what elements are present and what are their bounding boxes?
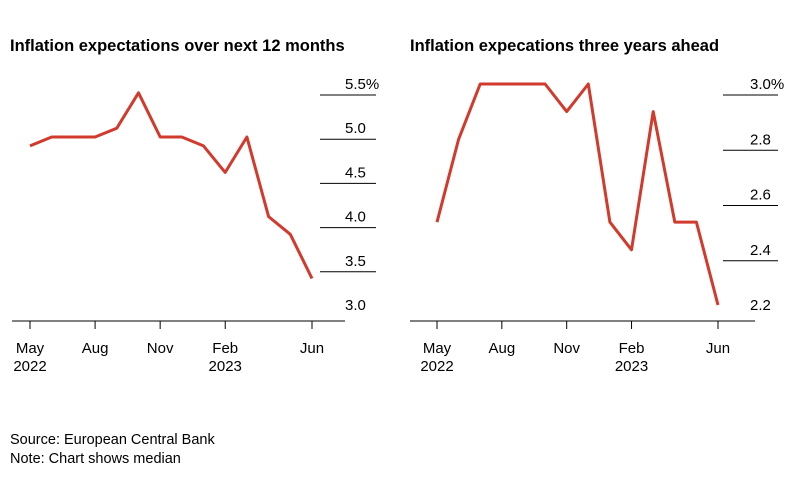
chart-footer: Source: European Central Bank Note: Char… <box>10 431 215 469</box>
x-tick-label: May <box>16 340 45 357</box>
y-tick-label: 2.2 <box>750 297 771 314</box>
x-tick-label: Nov <box>553 340 580 357</box>
x-tick-label: Nov <box>147 340 174 357</box>
y-tick-label: 2.6 <box>750 187 771 204</box>
y-tick-label: 4.5 <box>345 164 366 181</box>
y-tick-label: 5.0 <box>345 120 366 137</box>
y-tick-label: 2.8 <box>750 131 771 148</box>
chart-note: Note: Chart shows median <box>10 451 181 467</box>
y-tick-label: 3.0 <box>345 297 366 314</box>
x-tick-label: Feb <box>619 340 645 357</box>
chart-title: Inflation expectations over next 12 mont… <box>10 37 345 55</box>
y-tick-label: 3.5 <box>345 253 366 270</box>
x-tick-label: Jun <box>300 340 324 357</box>
x-tick-label: Aug <box>488 340 515 357</box>
chart-title: Inflation expecations three years ahead <box>410 37 720 55</box>
x-tick-label: May <box>423 340 452 357</box>
chart-panel-12-months: Inflation expectations over next 12 mont… <box>0 0 400 400</box>
series-line <box>435 82 720 306</box>
x-tick-label: Jun <box>706 340 730 357</box>
x-tick-label: Feb <box>212 340 238 357</box>
x-tick-year-label: 2022 <box>420 358 453 375</box>
chart-panel-three-years: Inflation expecations three years ahead … <box>400 0 800 400</box>
y-tick-label: 4.0 <box>345 209 366 226</box>
y-tick-label: 5.5% <box>345 76 379 93</box>
x-tick-year-label: 2022 <box>13 358 46 375</box>
series-line <box>29 91 314 280</box>
source-note: Source: European Central Bank <box>10 432 215 448</box>
x-tick-year-label: 2023 <box>209 358 242 375</box>
y-tick-label: 2.4 <box>750 242 771 259</box>
x-tick-label: Aug <box>82 340 109 357</box>
y-tick-label: 3.0% <box>750 76 784 93</box>
x-tick-year-label: 2023 <box>615 358 648 375</box>
